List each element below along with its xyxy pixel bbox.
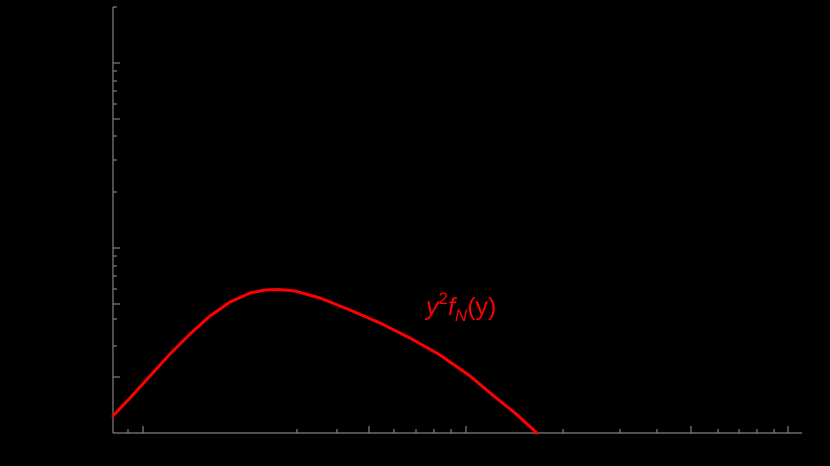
axes	[112, 6, 802, 434]
label-func: f	[447, 293, 455, 321]
curve-y2-fN	[111, 288, 539, 435]
label-arg: (y)	[467, 293, 497, 321]
curve-label: y2fN(y)	[426, 288, 497, 325]
label-superscript: 2	[438, 288, 448, 308]
label-base: y	[426, 293, 439, 321]
label-subscript: N	[454, 306, 468, 325]
